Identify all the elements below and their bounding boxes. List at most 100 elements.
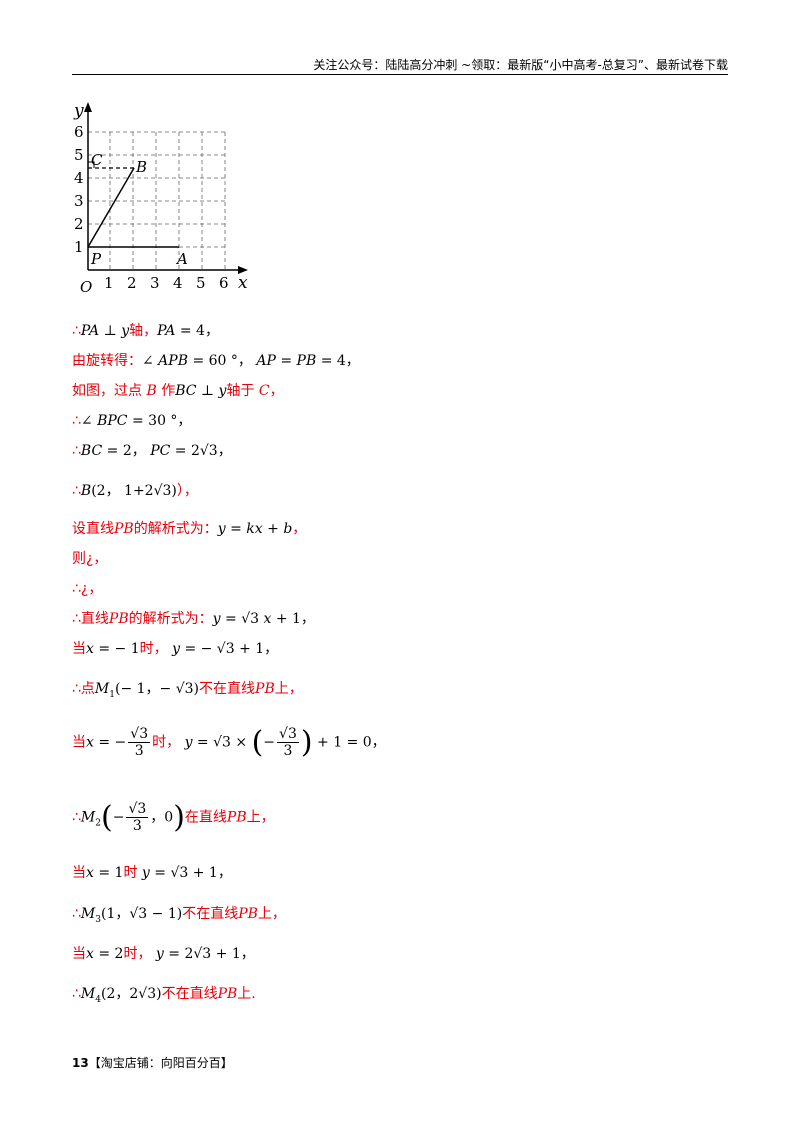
math-expr: = 2√3， xyxy=(170,443,232,459)
math-expr: PB xyxy=(114,521,134,537)
solution-line-12: ∴点M1(− 1，− √3)不在直线PB上， xyxy=(72,678,303,700)
math-expr: + 1， xyxy=(271,611,315,627)
math-expr: = xyxy=(275,353,297,369)
fraction-numerator: √3 xyxy=(277,726,299,743)
text: 当 xyxy=(72,641,86,657)
fraction: √3 3 xyxy=(277,726,299,759)
solution-line-14: ∴M2(− √3 3 ，0)在直线PB上， xyxy=(72,800,275,835)
point-p-label: P xyxy=(90,250,102,268)
math-expr: (1，√3 − 1) xyxy=(101,906,183,922)
math-expr: PB xyxy=(226,809,247,826)
right-paren: ) xyxy=(173,800,185,835)
math-expr: = 2， xyxy=(102,443,151,459)
text: 由旋转得： xyxy=(72,353,142,369)
y-axis-label: y xyxy=(73,101,84,121)
text: 上. xyxy=(237,986,256,1002)
math-expr: (2，2√3) xyxy=(101,986,162,1002)
fraction-denominator: 3 xyxy=(283,743,293,759)
text: 上， xyxy=(274,681,303,697)
text: ）， xyxy=(176,483,198,499)
y-tick-6: 6 xyxy=(74,123,84,141)
footer-text: 【淘宝店铺：向阳百分百】 xyxy=(88,1056,233,1070)
math-expr: = − 1 xyxy=(93,641,140,657)
math-expr: PC xyxy=(150,443,171,459)
math-expr: B xyxy=(80,483,92,499)
math-expr: y xyxy=(155,946,164,962)
text: 时， xyxy=(123,946,156,962)
math-expr: = xyxy=(225,521,247,537)
y-tick-4: 4 xyxy=(74,169,84,187)
math-expr: b xyxy=(283,521,293,537)
fraction-denominator: 3 xyxy=(132,818,142,834)
solution-line-9: ∴¿， xyxy=(72,578,102,598)
page-footer: 13【淘宝店铺：向阳百分百】 xyxy=(72,1054,233,1071)
therefore-symbol: ∴ xyxy=(72,986,81,1002)
math-expr: = 2 xyxy=(93,946,124,962)
text: 时， xyxy=(139,641,173,657)
solution-line-17: 当x = 2时， y = 2√3 + 1， xyxy=(72,943,255,963)
math-expr: (2， 1+2√3) xyxy=(91,483,177,499)
x-tick-6: 6 xyxy=(219,274,229,292)
x-tick-4: 4 xyxy=(173,274,183,292)
math-expr: = √3 + 1， xyxy=(149,865,232,881)
solution-line-4: ∴∠ BPC = 30 °， xyxy=(72,410,191,430)
text: 上， xyxy=(246,809,275,826)
therefore-symbol: ∴ xyxy=(72,906,81,922)
math-expr: y xyxy=(141,865,150,881)
math-expr: BC xyxy=(80,443,103,459)
math-expr: PA xyxy=(157,323,176,339)
math-expr: y xyxy=(172,641,180,657)
math-expr: y xyxy=(217,521,226,537)
text: ∴直线 xyxy=(72,611,109,627)
math-expr: C xyxy=(258,383,270,399)
text: 当 xyxy=(72,946,86,962)
x-axis-label: x xyxy=(238,273,248,293)
text: 当 xyxy=(72,734,86,751)
math-expr: = − xyxy=(93,734,127,751)
math-expr: PA ⊥ y xyxy=(80,323,130,339)
page-header: 关注公众号：陆陆高分冲刺 ~领取：最新版“小中高考-总复习”、最新试卷下载 xyxy=(72,56,728,75)
solution-line-3: 如图，过点 B 作BC ⊥ y轴于 C， xyxy=(72,380,284,400)
math-expr: PB xyxy=(238,906,258,922)
right-paren: ) xyxy=(300,725,313,760)
y-tick-3: 3 xyxy=(74,192,84,210)
solution-line-11: 当x = − 1时， y = − √3 + 1， xyxy=(72,638,278,658)
math-expr: BC ⊥ y xyxy=(175,383,227,399)
grid xyxy=(88,131,226,270)
text: ， xyxy=(269,383,284,399)
math-expr: = − √3 + 1， xyxy=(180,641,279,657)
solution-line-18: ∴M4(2，2√3)不在直线PB上. xyxy=(72,983,256,1005)
math-expr: = √3 xyxy=(220,611,264,627)
header-text: 关注公众号：陆陆高分冲刺 ~领取：最新版“小中高考-总复习”、最新试卷下载 xyxy=(313,58,728,72)
math-expr: = √3 × xyxy=(192,734,252,751)
left-paren: ( xyxy=(251,725,264,760)
solution-line-15: 当x = 1时 y = √3 + 1， xyxy=(72,862,232,882)
math-expr: = 2√3 + 1， xyxy=(163,946,255,962)
fraction-denominator: 3 xyxy=(134,743,144,759)
therefore-symbol: ∴ xyxy=(72,413,81,429)
y-tick-1: 1 xyxy=(74,238,84,256)
x-axis-arrow xyxy=(238,266,248,274)
text: 时 xyxy=(123,865,142,881)
text: 上， xyxy=(257,906,286,922)
solution-line-5: ∴BC = 2， PC = 2√3， xyxy=(72,440,232,460)
math-expr: = 30 °， xyxy=(127,413,192,429)
text: ∴点 xyxy=(72,681,95,697)
text: 轴， xyxy=(129,323,158,339)
y-tick-5: 5 xyxy=(74,146,84,164)
math-expr: x xyxy=(263,611,272,627)
math-expr: = 1 xyxy=(93,865,124,881)
solution-line-2: 由旋转得：∠ APB = 60 °， AP = PB = 4， xyxy=(72,350,360,370)
math-expr: x xyxy=(86,865,94,881)
x-tick-5: 5 xyxy=(196,274,206,292)
math-expr: ∠ BPC xyxy=(80,413,128,429)
math-expr: = 60 °， xyxy=(188,353,257,369)
math-expr: − xyxy=(263,734,276,751)
math-expr: x xyxy=(86,641,94,657)
x-tick-1: 1 xyxy=(104,274,114,292)
y-axis-arrow xyxy=(84,102,92,112)
math-expr: PB xyxy=(255,681,275,697)
text: 不在直线 xyxy=(161,986,218,1002)
therefore-symbol: ∴ xyxy=(72,483,81,499)
math-expr: + 1 = 0， xyxy=(312,734,386,751)
